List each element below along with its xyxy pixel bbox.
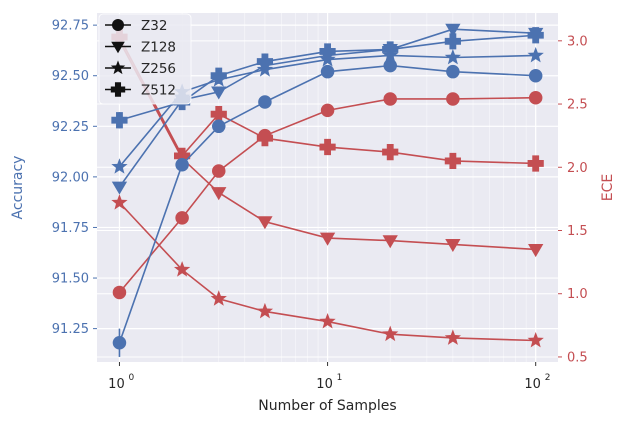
ece-series-z256 — [111, 194, 544, 348]
y-tick-label: 92.00 — [52, 170, 89, 185]
ece-point-z32 — [528, 90, 543, 105]
x-tick-label: 10 — [108, 377, 125, 392]
ece-point-z32 — [112, 285, 127, 300]
legend-box — [98, 13, 192, 105]
y2-axis-label: ECE — [600, 174, 616, 201]
ece-point-z512 — [210, 106, 227, 123]
ece-point-z512 — [382, 143, 399, 161]
ece-point-z128 — [211, 187, 227, 201]
y2-tick-label: 1.5 — [567, 224, 588, 239]
legend-marker-z512 — [110, 82, 126, 97]
y2-tick-label: 3.0 — [567, 34, 588, 49]
ece-point-z128 — [257, 216, 273, 230]
y-tick-label: 91.75 — [52, 221, 89, 236]
accuracy-point-z512 — [527, 27, 544, 44]
accuracy-line-z32 — [118, 64, 536, 344]
accuracy-point-z512 — [444, 33, 461, 50]
ece-point-z256 — [527, 331, 544, 348]
ece-point-z32 — [320, 103, 335, 118]
ece-point-z32 — [446, 92, 460, 106]
ece-point-z512 — [527, 155, 544, 172]
accuracy-point-z512 — [256, 53, 274, 70]
accuracy-point-z128 — [445, 23, 461, 37]
ece-point-z32 — [175, 211, 189, 225]
ece-point-z512 — [319, 138, 336, 156]
ece-point-z256 — [173, 261, 191, 277]
legend-label-z256: Z256 — [141, 61, 176, 77]
accuracy-point-z32 — [212, 119, 226, 134]
accuracy-point-z512 — [382, 41, 399, 58]
ece-line-z256 — [118, 202, 536, 342]
accuracy-point-z512 — [210, 67, 227, 84]
ece-point-z32 — [383, 92, 397, 106]
ece-point-z256 — [256, 302, 274, 319]
ece-point-z256 — [444, 329, 461, 345]
y2-tick-label: 2.0 — [567, 161, 588, 176]
ece-point-z32 — [212, 164, 226, 178]
ece-point-z512 — [256, 130, 274, 147]
accuracy-point-z512 — [111, 112, 128, 129]
y2-tick-label: 2.5 — [567, 98, 588, 113]
x-tick-label: 10 — [316, 377, 333, 392]
x-tick-exponent: 0 — [128, 373, 134, 383]
accuracy-point-z128 — [211, 86, 227, 100]
accuracy-point-z32 — [258, 95, 272, 109]
accuracy-point-z32 — [528, 68, 543, 83]
legend-marker-z128 — [111, 41, 125, 54]
y-tick-label: 91.50 — [52, 272, 89, 287]
y-tick-label: 92.75 — [52, 19, 89, 34]
ece-line-z32 — [118, 96, 536, 293]
y2-tick-label: 0.5 — [567, 350, 588, 365]
accuracy-point-z128 — [111, 181, 128, 195]
ece-point-z512 — [444, 152, 461, 170]
x-axis-label: Number of Samples — [258, 398, 396, 414]
ece-point-z512 — [174, 147, 191, 164]
accuracy-point-z32 — [112, 336, 127, 350]
ece-point-z128 — [319, 232, 336, 246]
accuracy-point-z32 — [383, 58, 397, 73]
y-tick-label: 91.25 — [52, 322, 89, 337]
accuracy-series-z32 — [112, 58, 543, 357]
x-tick-label: 10 — [524, 377, 541, 392]
ece-point-z256 — [382, 325, 399, 342]
accuracy-point-z256 — [527, 46, 544, 63]
ece-series-z32 — [112, 90, 543, 300]
y-tick-label: 92.25 — [52, 120, 89, 135]
legend-marker-z32 — [112, 19, 124, 31]
ece-point-z128 — [445, 239, 461, 253]
accuracy-point-z32 — [446, 64, 460, 79]
legend-label-z128: Z128 — [141, 40, 176, 56]
y-tick-label: 92.50 — [52, 69, 89, 84]
legend: Z32 Z128 Z256 Z512 — [98, 13, 192, 105]
accuracy-point-z256 — [111, 158, 128, 174]
ece-point-z256 — [111, 194, 128, 210]
ece-point-z256 — [210, 290, 227, 306]
legend-marker-z256 — [110, 60, 126, 75]
ece-point-z128 — [382, 235, 398, 249]
ece-point-z256 — [319, 312, 336, 329]
x-tick-exponent: 1 — [337, 373, 343, 383]
accuracy-point-z32 — [175, 157, 189, 172]
accuracy-point-z512 — [319, 43, 336, 60]
legend-label-z512: Z512 — [141, 83, 176, 99]
ece-line-z512 — [118, 36, 536, 165]
y-axis-label: Accuracy — [10, 156, 26, 220]
accuracy-point-z32 — [320, 64, 335, 79]
ece-point-z128 — [528, 244, 544, 258]
y2-tick-label: 1.0 — [567, 287, 588, 302]
legend-label-z32: Z32 — [141, 18, 167, 34]
x-tick-exponent: 2 — [545, 373, 551, 383]
accuracy-point-z256 — [444, 48, 461, 65]
